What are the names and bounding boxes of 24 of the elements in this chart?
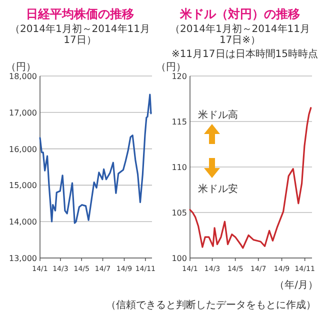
chart-title: 日経平均株価の推移: [26, 7, 134, 21]
y-tick-label: 14,000: [9, 218, 37, 227]
annotation: 米ドル高: [198, 109, 238, 121]
y-tick-label: 115: [172, 118, 187, 126]
y-tick-label: 110: [172, 163, 187, 172]
y-axis-title: （円）: [156, 62, 186, 73]
line-series: [39, 94, 152, 224]
annotation: 米ドル安: [198, 183, 238, 195]
y-tick-label: 17,000: [9, 108, 37, 118]
y-axis-title: （円）: [6, 62, 36, 73]
y-tick-label: 16,000: [9, 144, 37, 154]
chart-title: 米ドル（対円）の推移: [179, 7, 300, 21]
line-series: [189, 107, 312, 249]
y-tick-label: 13,000: [9, 254, 37, 263]
text: ※11月17日は日本時間15時時点: [171, 48, 318, 60]
x-axis-title: （年/月）: [274, 279, 318, 291]
y-tick-label: 15,000: [9, 181, 37, 190]
text: （信頼できると判断したデータをもとに作成）: [106, 299, 316, 311]
y-tick-label: 100: [172, 254, 187, 263]
y-tick-label: 120: [172, 72, 187, 81]
chart-subtitle: （2014年1月初～2014年11月17日※）: [170, 23, 310, 46]
y-tick-label: 18,000: [9, 72, 37, 81]
chart-subtitle: （2014年1月初～2014年11月17日）: [10, 23, 150, 46]
y-tick-label: 105: [172, 208, 187, 218]
